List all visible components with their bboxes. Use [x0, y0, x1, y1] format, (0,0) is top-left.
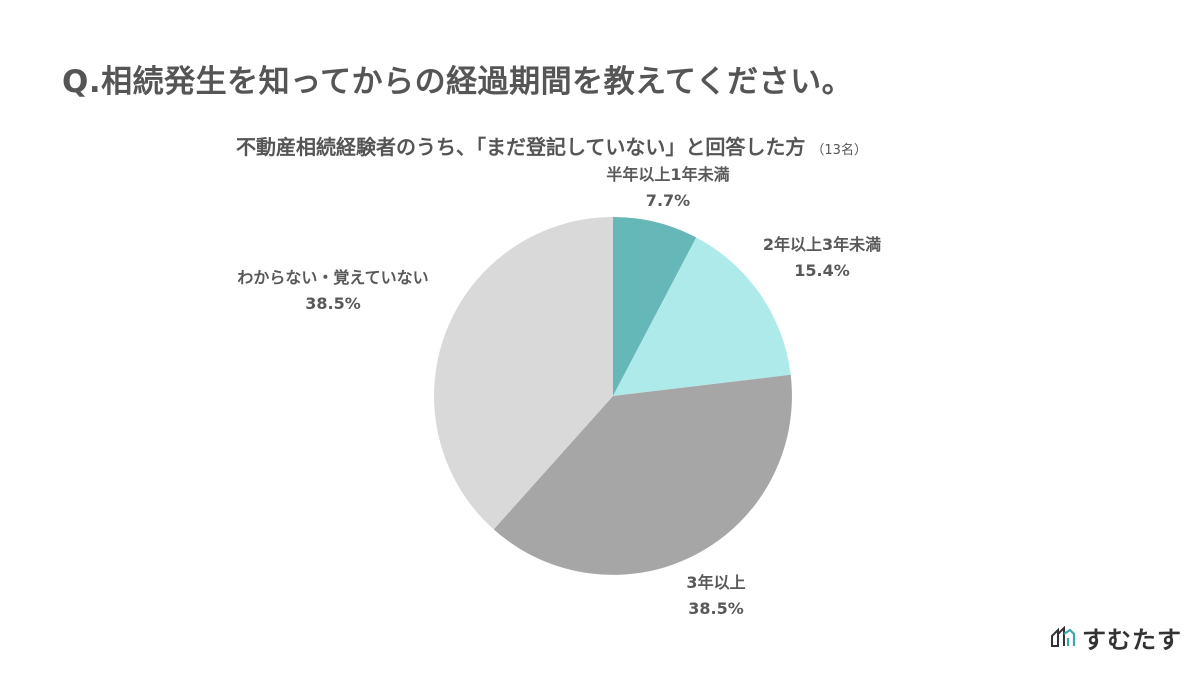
label-category: 3年以上 [686, 573, 746, 592]
label-category: わからない・覚えていない [237, 268, 429, 287]
label-value: 15.4% [794, 261, 850, 280]
label-over-three-years: 3年以上 38.5% [686, 570, 745, 622]
label-unknown: わからない・覚えていない 38.5% [237, 265, 428, 317]
page-title: Q.相続発生を知ってからの経過期間を教えてください。 [62, 64, 854, 100]
brand-logo: すむたす [1050, 620, 1182, 655]
label-value: 7.7% [645, 191, 691, 210]
label-category: 2年以上3年未満 [762, 235, 882, 254]
subtitle-text: 不動産相続経験者のうち、「まだ登記していない」と回答した方 [236, 135, 806, 159]
pie-slice-two-to-three-years [613, 237, 791, 396]
label-value: 38.5% [305, 294, 361, 313]
pie-slice-half-to-one-year [613, 217, 697, 396]
respondent-count: （13名） [811, 143, 867, 158]
label-half-to-one-year: 半年以上1年未満 7.7% [606, 162, 729, 214]
building-logo-icon [1051, 625, 1076, 647]
pie-slice-over-three-years [493, 374, 792, 575]
label-value: 38.5% [688, 599, 744, 618]
label-two-to-three-years: 2年以上3年未満 15.4% [763, 232, 881, 284]
label-category: 半年以上1年未満 [606, 165, 730, 184]
logo-text: すむたす [1082, 626, 1182, 654]
chart-subtitle: 不動産相続経験者のうち、「まだ登記していない」と回答した方 （13名） [236, 131, 867, 160]
pie-slice-unknown [434, 217, 613, 530]
